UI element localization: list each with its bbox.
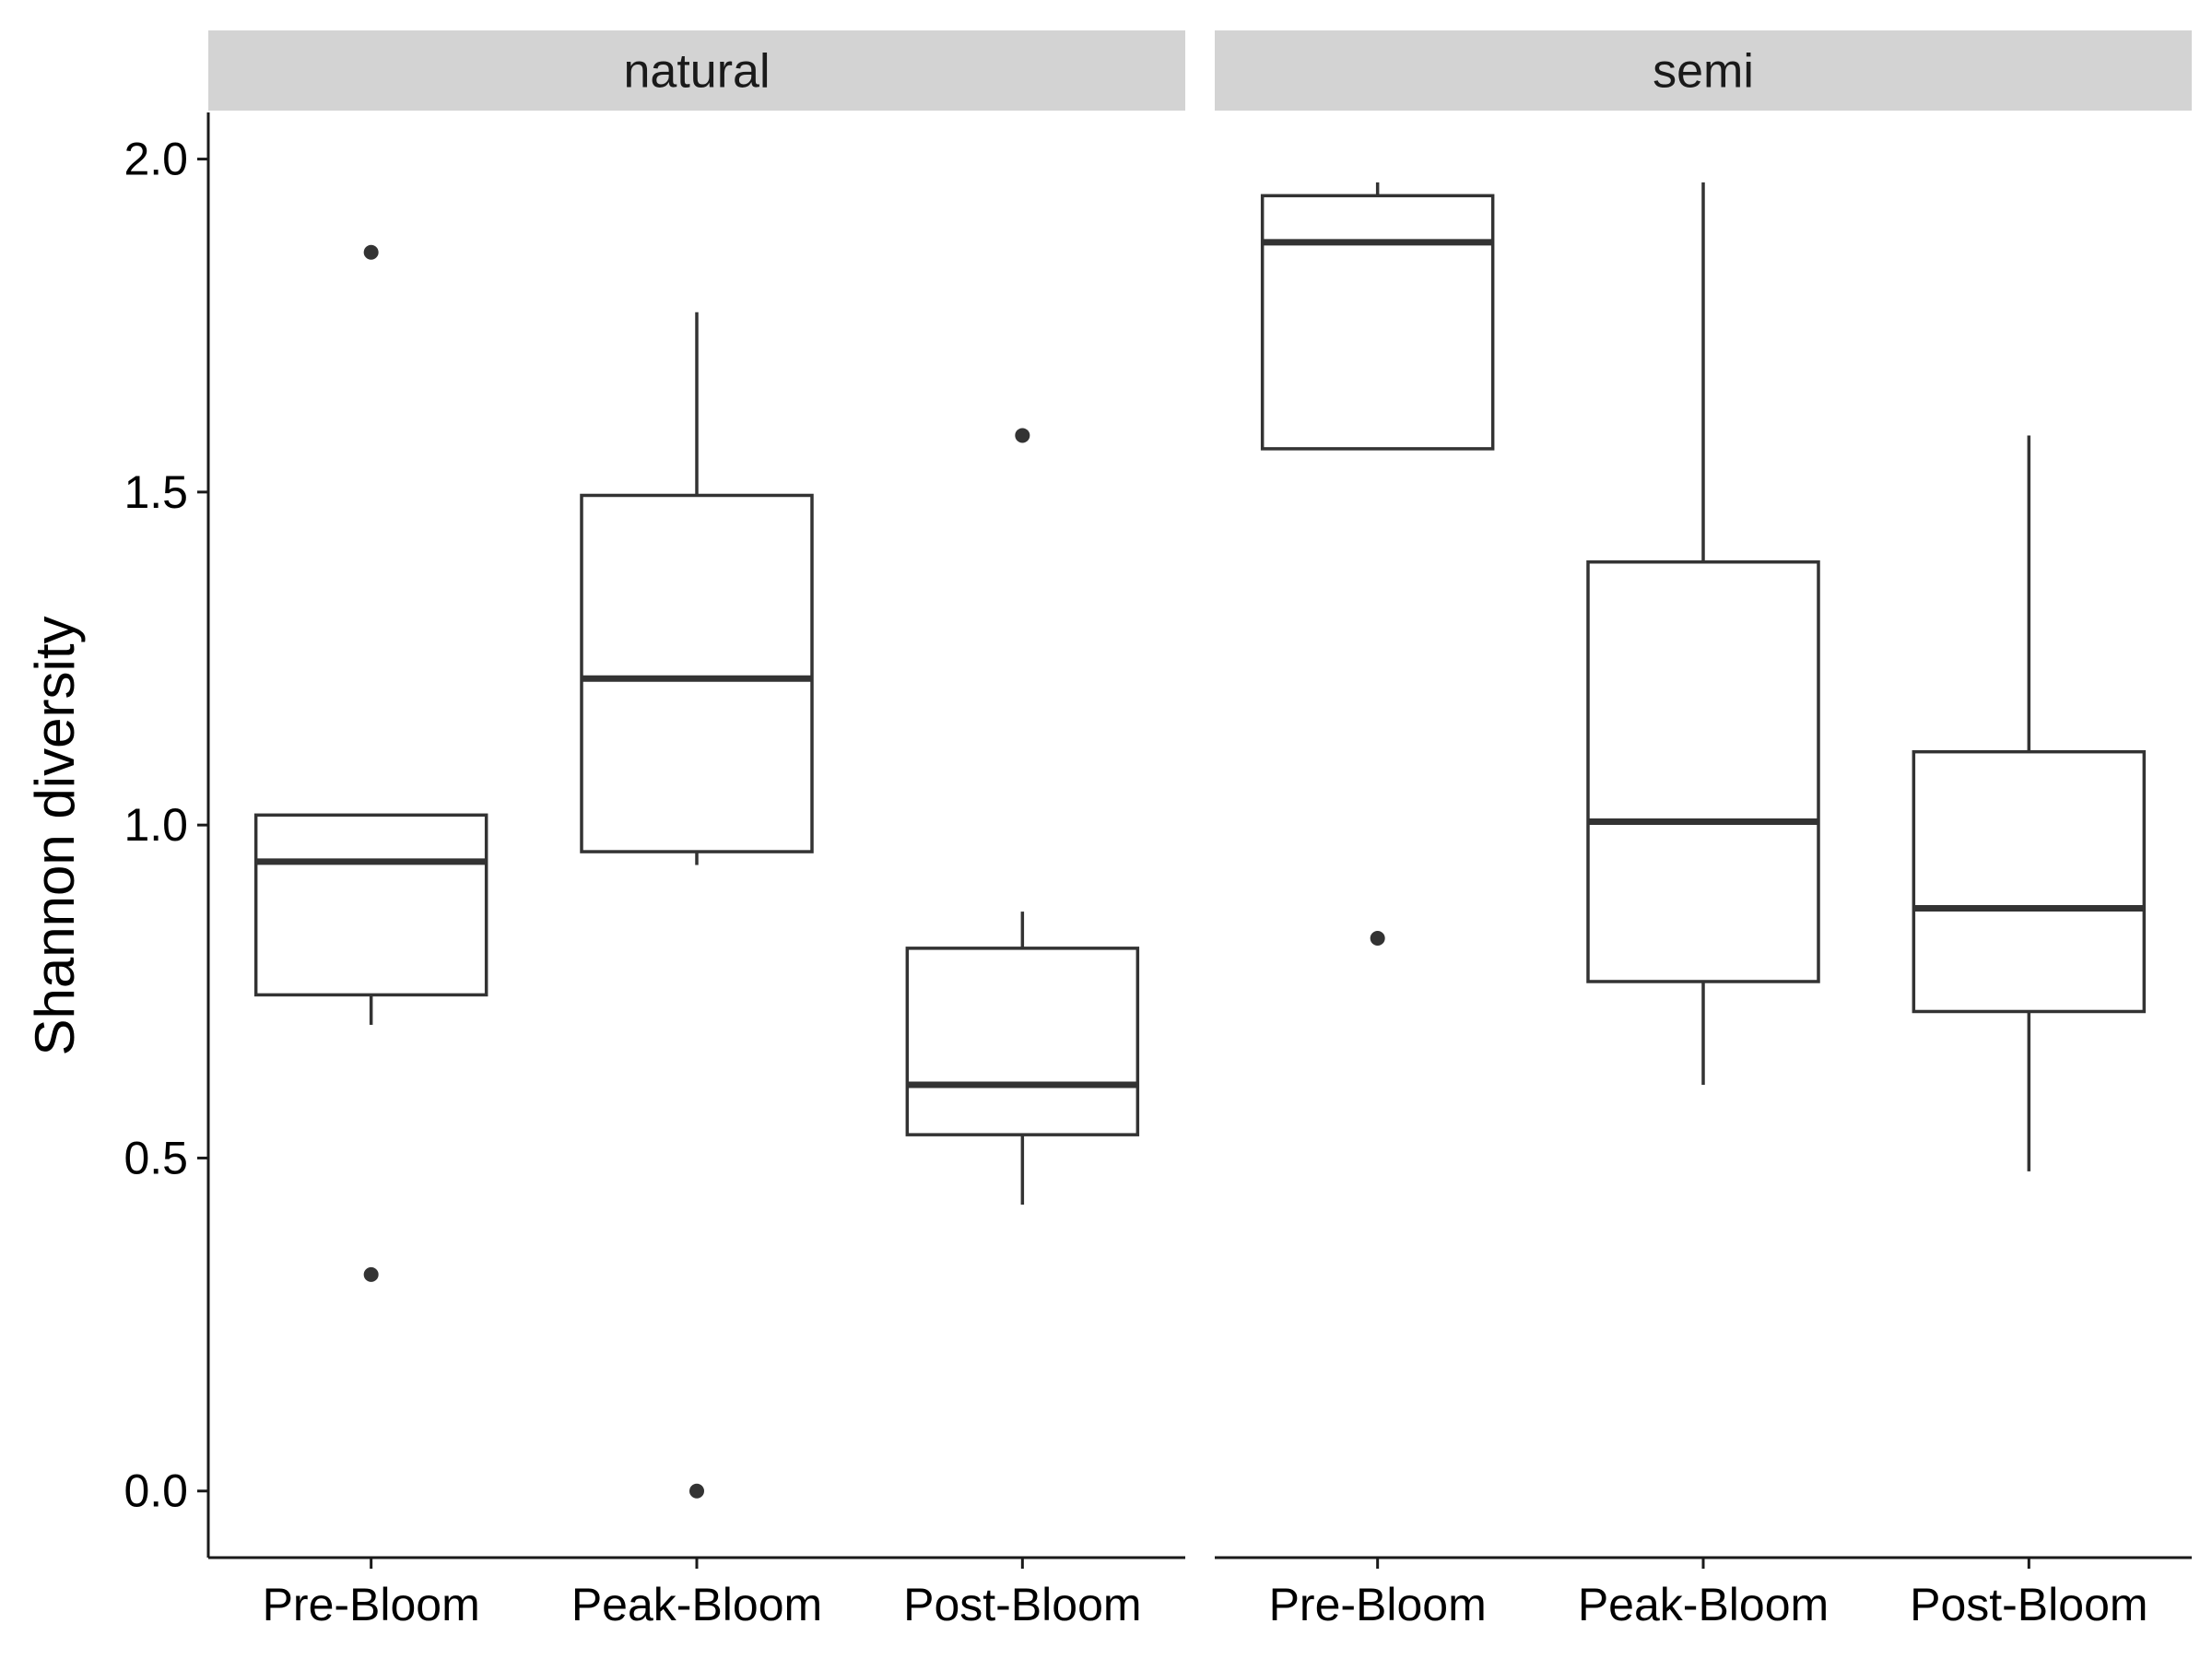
x-tick-label: Peak-Bloom bbox=[1578, 1579, 1829, 1630]
facet-strip-label: natural bbox=[624, 45, 771, 99]
outlier-point bbox=[363, 244, 379, 260]
x-tick-label: Peak-Bloom bbox=[571, 1579, 822, 1630]
x-tick-label: Post-Bloom bbox=[903, 1579, 1141, 1630]
box-iqr bbox=[253, 813, 488, 997]
facet-strip bbox=[208, 30, 1185, 111]
boxplot-natural-pre-bloom: Pre-Bloom bbox=[253, 244, 488, 1630]
y-tick-label: 0.0 bbox=[124, 1465, 188, 1517]
box-iqr bbox=[1260, 194, 1495, 451]
y-tick-label: 2.0 bbox=[124, 134, 188, 185]
box-iqr bbox=[905, 947, 1140, 1136]
x-tick-label: Pre-Bloom bbox=[1269, 1579, 1487, 1630]
box-iqr bbox=[1912, 749, 2147, 1014]
outlier-point bbox=[689, 1483, 704, 1499]
facet-strip bbox=[1215, 30, 2192, 111]
boxplot-natural-post-bloom: Post-Bloom bbox=[903, 428, 1142, 1630]
y-axis-title: Shannon diversity bbox=[24, 617, 86, 1056]
x-tick-label: Post-Bloom bbox=[1910, 1579, 2147, 1630]
boxplot-natural-peak-bloom: Peak-Bloom bbox=[571, 312, 822, 1630]
outlier-point bbox=[1015, 428, 1030, 443]
outlier-point bbox=[363, 1266, 379, 1282]
facet-panel-semi: semi Pre-Bloom Peak-Bloom Post-Bloom bbox=[1215, 30, 2192, 1630]
x-tick-label: Pre-Bloom bbox=[263, 1579, 480, 1630]
boxplot-semi-post-bloom: Post-Bloom bbox=[1910, 435, 2148, 1630]
facet-panel-natural: natural 0.0 0.5 1.0 1.5 2.0 Pre-Bloom Peak-Bloo… bbox=[124, 30, 1185, 1630]
box-iqr bbox=[580, 493, 814, 853]
y-tick-label: 1.0 bbox=[124, 799, 188, 851]
box-iqr bbox=[1586, 559, 1820, 983]
boxplot-semi-peak-bloom: Peak-Bloom bbox=[1578, 182, 1829, 1630]
boxplot-semi-pre-bloom: Pre-Bloom bbox=[1260, 182, 1495, 1630]
y-tick-label: 0.5 bbox=[124, 1132, 188, 1183]
outlier-point bbox=[1370, 931, 1385, 946]
facet-strip-label: semi bbox=[1653, 45, 1754, 99]
y-tick-label: 1.5 bbox=[124, 466, 188, 518]
